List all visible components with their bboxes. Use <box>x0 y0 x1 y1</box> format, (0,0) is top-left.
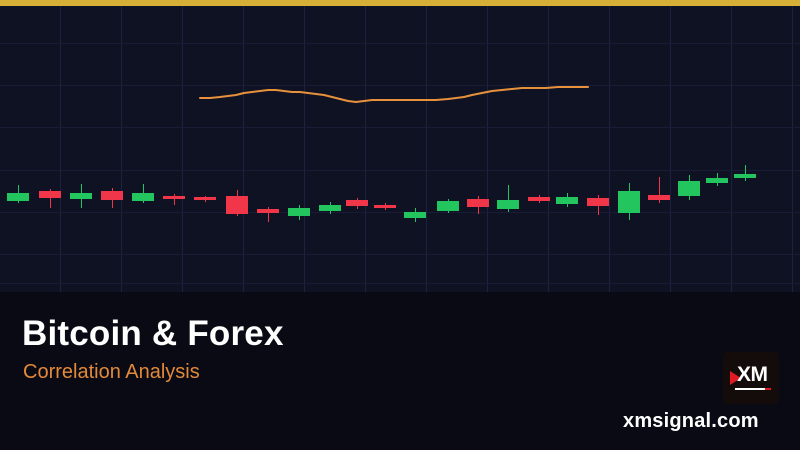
bitcoin-candlestick-series <box>0 6 800 292</box>
candle-wick <box>745 165 746 181</box>
candle-body <box>194 197 216 200</box>
gridline-horizontal <box>0 170 800 171</box>
gridline-vertical <box>182 6 183 292</box>
gridline-vertical <box>792 6 793 292</box>
candlestick <box>0 6 800 292</box>
candle-body <box>132 193 154 201</box>
gridline-horizontal <box>0 127 800 128</box>
candle-body <box>648 195 670 200</box>
candle-body <box>528 197 550 201</box>
candle-body <box>346 200 368 206</box>
candle-body <box>7 193 29 201</box>
gridline-vertical <box>60 6 61 292</box>
gridline-vertical <box>731 6 732 292</box>
gridline-horizontal <box>0 212 800 213</box>
gridline-vertical <box>121 6 122 292</box>
gridline-vertical <box>304 6 305 292</box>
page-subtitle: Correlation Analysis <box>23 361 200 383</box>
candlestick <box>0 6 800 292</box>
candle-body <box>374 205 396 208</box>
candle-body <box>556 197 578 204</box>
candlestick <box>0 6 800 292</box>
gridline-vertical <box>426 6 427 292</box>
gridline-horizontal <box>0 283 800 284</box>
candle-body <box>467 199 489 207</box>
xm-logo-text: XM <box>737 363 768 386</box>
page-title: Bitcoin & Forex <box>22 314 284 353</box>
candlestick <box>0 6 800 292</box>
candle-body <box>70 193 92 199</box>
candle-body <box>39 191 61 198</box>
candle-body <box>319 205 341 211</box>
candle-body <box>734 174 756 178</box>
candle-wick <box>268 207 269 222</box>
candle-body <box>257 209 279 213</box>
candlestick <box>0 6 800 292</box>
candlestick <box>0 6 800 292</box>
gridline-vertical <box>609 6 610 292</box>
candle-wick <box>50 189 51 208</box>
footer-panel: Bitcoin & Forex Correlation Analysis <box>0 292 800 450</box>
xm-logo[interactable]: XM <box>723 352 779 404</box>
candle-body <box>404 212 426 218</box>
candlestick <box>0 6 800 292</box>
candle-body <box>288 208 310 216</box>
gridline-horizontal <box>0 254 800 255</box>
candle-wick <box>174 194 175 205</box>
candle-body <box>618 191 640 213</box>
site-domain[interactable]: xmsignal.com <box>623 410 759 432</box>
gridline-vertical <box>548 6 549 292</box>
candlestick <box>0 6 800 292</box>
candlestick <box>0 6 800 292</box>
gridline-vertical <box>365 6 366 292</box>
candle-body <box>101 191 123 200</box>
candlestick <box>0 6 800 292</box>
candle-wick <box>508 185 509 212</box>
candle-body <box>163 196 185 199</box>
candlestick <box>0 6 800 292</box>
gridline-vertical <box>670 6 671 292</box>
candle-body <box>226 196 248 214</box>
gridline-vertical <box>487 6 488 292</box>
candle-body <box>437 201 459 211</box>
candlestick <box>0 6 800 292</box>
triangle-icon <box>730 371 741 385</box>
xm-logo-underline-accent <box>765 388 771 390</box>
candlestick <box>0 6 800 292</box>
candle-body <box>706 178 728 183</box>
gridline-horizontal <box>0 85 800 86</box>
gridline-horizontal <box>0 43 800 44</box>
xm-logo-inner: XM <box>723 352 779 404</box>
forex-line-series <box>199 86 589 103</box>
candle-body <box>587 198 609 206</box>
chart-panel[interactable] <box>0 6 800 292</box>
top-accent-bar <box>0 0 800 6</box>
candlestick <box>0 6 800 292</box>
candlestick <box>0 6 800 292</box>
candle-body <box>678 181 700 196</box>
candlestick <box>0 6 800 292</box>
chart-gridlines <box>0 6 800 292</box>
line-path <box>199 86 589 103</box>
gridline-vertical <box>243 6 244 292</box>
candlestick <box>0 6 800 292</box>
candlestick <box>0 6 800 292</box>
xm-logo-underline <box>735 388 769 390</box>
candlestick <box>0 6 800 292</box>
candlestick <box>0 6 800 292</box>
candlestick <box>0 6 800 292</box>
candlestick <box>0 6 800 292</box>
candlestick <box>0 6 800 292</box>
candle-wick <box>659 177 660 203</box>
candlestick <box>0 6 800 292</box>
candlestick <box>0 6 800 292</box>
candle-body <box>497 200 519 209</box>
